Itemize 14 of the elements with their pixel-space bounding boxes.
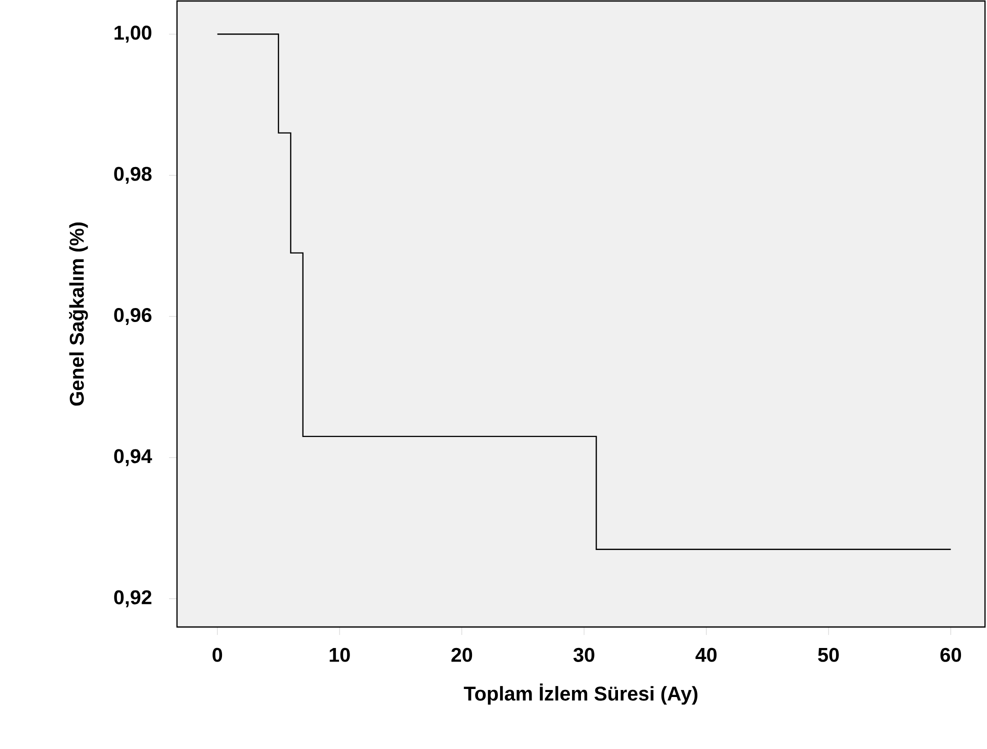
x-tick-label: 10	[330, 648, 350, 662]
x-tick-label: 60	[940, 648, 962, 662]
x-axis-title: Toplam İzlem Süresi (Ay)	[464, 683, 698, 705]
x-tick-label: 50	[818, 648, 839, 662]
y-axis-title: Genel Sağkalım (%)	[69, 222, 88, 406]
y-tick-label: 0,92	[114, 590, 152, 608]
y-tick-label: 0,96	[114, 308, 152, 325]
x-tick-label: 40	[696, 648, 717, 662]
y-tick-label: 1,00	[114, 26, 152, 43]
x-tick-label: 0	[212, 648, 222, 662]
x-tick-label: 20	[451, 648, 472, 662]
y-tick-label: 0,94	[114, 449, 152, 466]
x-tick-label: 30	[573, 648, 594, 662]
y-tick-label: 0,98	[114, 166, 152, 184]
